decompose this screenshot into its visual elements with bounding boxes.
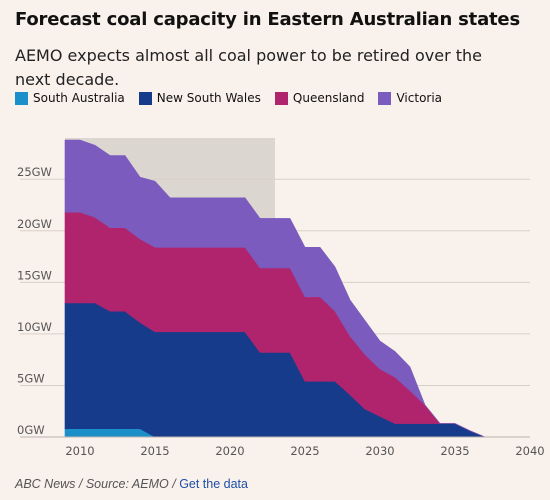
legend-label-south-australia: South Australia <box>33 91 125 105</box>
legend-item-queensland: Queensland <box>274 91 365 105</box>
legend-label-new-south-wales: New South Wales <box>156 91 261 105</box>
legend-item-victoria: Victoria <box>378 91 442 105</box>
legend-label-queensland: Queensland <box>292 91 365 105</box>
y-tick-label: 15GW <box>17 268 52 282</box>
chart-subtitle: AEMO expects almost all coal power to be… <box>15 46 482 89</box>
y-tick-label: 20GW <box>17 217 52 231</box>
y-tick-label: 0GW <box>17 423 45 437</box>
footer: ABC News / Source: AEMO / Get the data <box>15 477 248 491</box>
legend-swatch-new-south-wales <box>138 91 152 105</box>
stacked-area-chart: 0GW 5GW 10GW 15GW 20GW 25GW 2010 2015 2020 2025 20… <box>17 138 545 458</box>
legend-item-south-australia: South Australia <box>15 91 125 105</box>
x-tick-label: 2030 <box>365 444 394 458</box>
legend-item-new-south-wales: New South Wales <box>138 91 261 105</box>
y-tick-label: 5GW <box>17 371 45 385</box>
legend-swatch-queensland <box>274 91 288 105</box>
x-tick-label: 2025 <box>290 444 319 458</box>
get-data-link[interactable]: Get the data <box>179 477 248 491</box>
legend: South Australia New South Wales Queensla… <box>15 91 456 105</box>
x-tick-label: 2040 <box>515 444 544 458</box>
x-tick-label: 2015 <box>140 444 169 458</box>
chart-title: Forecast coal capacity in Eastern Austra… <box>15 9 520 30</box>
y-tick-label: 10GW <box>17 320 52 334</box>
x-tick-label: 2035 <box>440 444 469 458</box>
legend-swatch-south-australia <box>15 91 28 105</box>
x-tick-label: 2020 <box>215 444 244 458</box>
source-credit: ABC News / Source: AEMO / <box>15 477 176 491</box>
y-tick-label: 25GW <box>17 165 52 179</box>
legend-label-victoria: Victoria <box>396 91 443 105</box>
legend-swatch-victoria <box>378 91 392 105</box>
x-tick-label: 2010 <box>65 444 94 458</box>
